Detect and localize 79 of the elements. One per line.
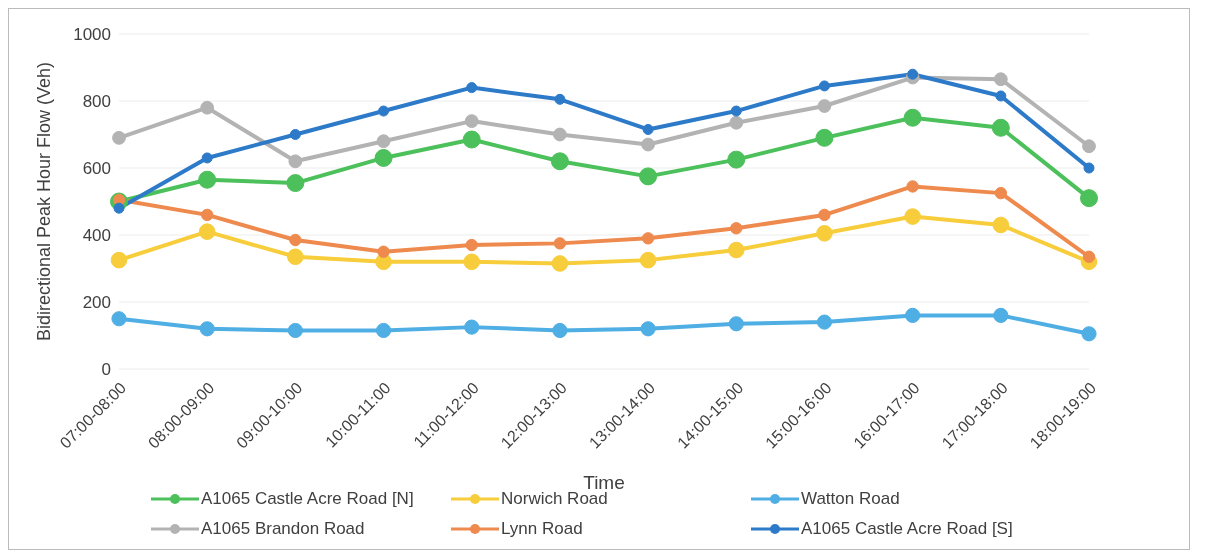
point	[992, 216, 1010, 234]
point	[907, 68, 919, 80]
point	[289, 129, 301, 140]
point	[286, 174, 305, 193]
point	[730, 105, 742, 117]
point	[287, 322, 303, 339]
point	[377, 245, 390, 258]
point	[642, 123, 654, 135]
point	[375, 322, 392, 339]
point	[110, 251, 128, 269]
point	[198, 223, 216, 240]
point	[903, 108, 922, 127]
point	[815, 128, 834, 147]
point	[1080, 189, 1098, 208]
point	[552, 322, 568, 339]
point	[727, 241, 745, 259]
point	[551, 255, 569, 272]
point	[198, 170, 217, 189]
point	[112, 130, 126, 145]
point	[465, 238, 478, 252]
point	[289, 233, 302, 247]
point	[199, 321, 215, 337]
point	[378, 105, 390, 117]
point	[1083, 162, 1095, 174]
point	[463, 253, 481, 271]
point	[904, 208, 921, 225]
point	[816, 225, 833, 242]
point	[995, 90, 1007, 102]
point	[994, 186, 1008, 200]
point	[641, 232, 655, 245]
point	[728, 316, 744, 332]
point	[818, 80, 830, 92]
y-tick-label: 1000	[73, 25, 111, 45]
point	[905, 307, 921, 323]
point	[640, 321, 656, 337]
point	[818, 208, 831, 222]
point	[991, 118, 1010, 137]
point	[111, 311, 127, 327]
legend-label: A1065 Castle Acre Road [N]	[201, 489, 414, 509]
legend-label: A1065 Castle Acre Road [S]	[801, 519, 1013, 539]
point	[288, 154, 303, 169]
point	[464, 319, 480, 335]
point	[730, 222, 743, 235]
point	[639, 251, 657, 269]
point	[374, 148, 393, 167]
legend-label: Watton Road	[801, 489, 900, 509]
point	[554, 93, 566, 105]
point	[200, 208, 214, 222]
point	[993, 72, 1008, 87]
point	[817, 99, 832, 113]
point	[287, 248, 304, 266]
y-axis-title: Bidirectional Peak Hour Flow (Veh)	[33, 61, 54, 342]
point	[462, 130, 481, 149]
y-tick-label: 600	[82, 159, 111, 179]
point	[550, 152, 569, 171]
legend-label: A1065 Brandon Road	[201, 519, 365, 539]
y-tick-label: 800	[82, 92, 111, 112]
point	[1082, 139, 1096, 154]
point	[464, 114, 479, 128]
point	[641, 137, 655, 152]
point	[727, 150, 746, 169]
legend-label: Lynn Road	[501, 519, 583, 539]
y-tick-label: 400	[82, 226, 111, 246]
point	[906, 180, 919, 193]
point	[729, 115, 744, 130]
point	[1081, 326, 1097, 342]
point	[1082, 250, 1096, 263]
y-tick-label: 200	[82, 293, 111, 313]
point	[466, 82, 478, 94]
point	[816, 314, 833, 330]
point	[376, 134, 391, 149]
point	[201, 152, 213, 164]
point	[553, 237, 567, 250]
point	[639, 167, 658, 186]
point	[200, 100, 215, 115]
y-tick-label: 0	[101, 360, 111, 380]
point	[993, 307, 1009, 323]
point	[113, 202, 125, 214]
point	[553, 127, 567, 142]
